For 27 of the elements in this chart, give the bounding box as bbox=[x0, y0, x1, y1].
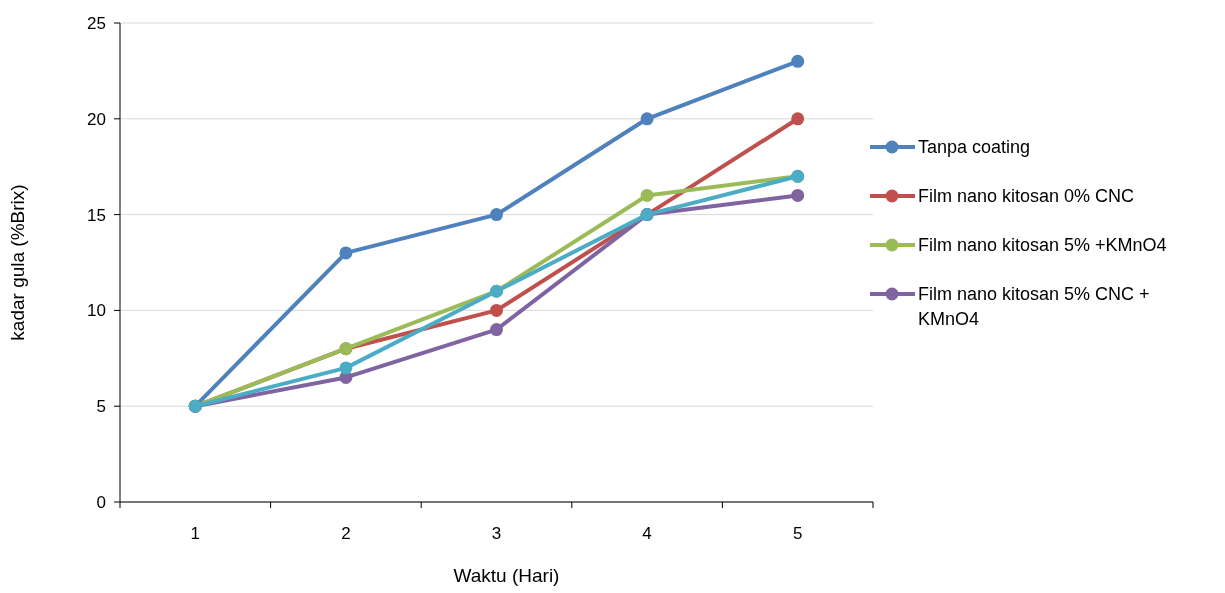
y-tick-label: 0 bbox=[96, 492, 106, 512]
point bbox=[791, 188, 805, 202]
legend-label: Tanpa coating bbox=[918, 137, 1031, 158]
point bbox=[640, 188, 654, 202]
y-tick-label: 15 bbox=[87, 205, 106, 225]
y-tick-label: 20 bbox=[87, 109, 106, 129]
x-tick-label: 4 bbox=[642, 524, 652, 543]
legend-label: Film nano kitosan 5% +KMnO4 bbox=[918, 235, 1167, 256]
y-tick-label: 10 bbox=[87, 301, 106, 321]
y-tick-label: 25 bbox=[87, 13, 106, 33]
point bbox=[490, 303, 503, 317]
legend-label: Film nano kitosan 5% CNC + KMnO4 bbox=[918, 284, 1150, 329]
x-tick-label: 2 bbox=[341, 524, 351, 543]
y-axis-title: kadar gula (%Brix) bbox=[7, 184, 28, 341]
y-tick-label: 5 bbox=[96, 397, 106, 417]
x-tick-label: 5 bbox=[792, 524, 803, 543]
x-tick-label: 3 bbox=[491, 524, 502, 543]
legend-label: Film nano kitosan 0% CNC bbox=[918, 186, 1135, 207]
x-tick-label: 1 bbox=[190, 524, 201, 543]
point bbox=[339, 361, 353, 375]
point bbox=[791, 54, 805, 68]
x-axis-title: Waktu (Hari) bbox=[453, 565, 560, 586]
point bbox=[490, 323, 503, 337]
point bbox=[791, 112, 805, 126]
point bbox=[490, 208, 503, 222]
point bbox=[339, 246, 353, 260]
point bbox=[640, 112, 654, 126]
